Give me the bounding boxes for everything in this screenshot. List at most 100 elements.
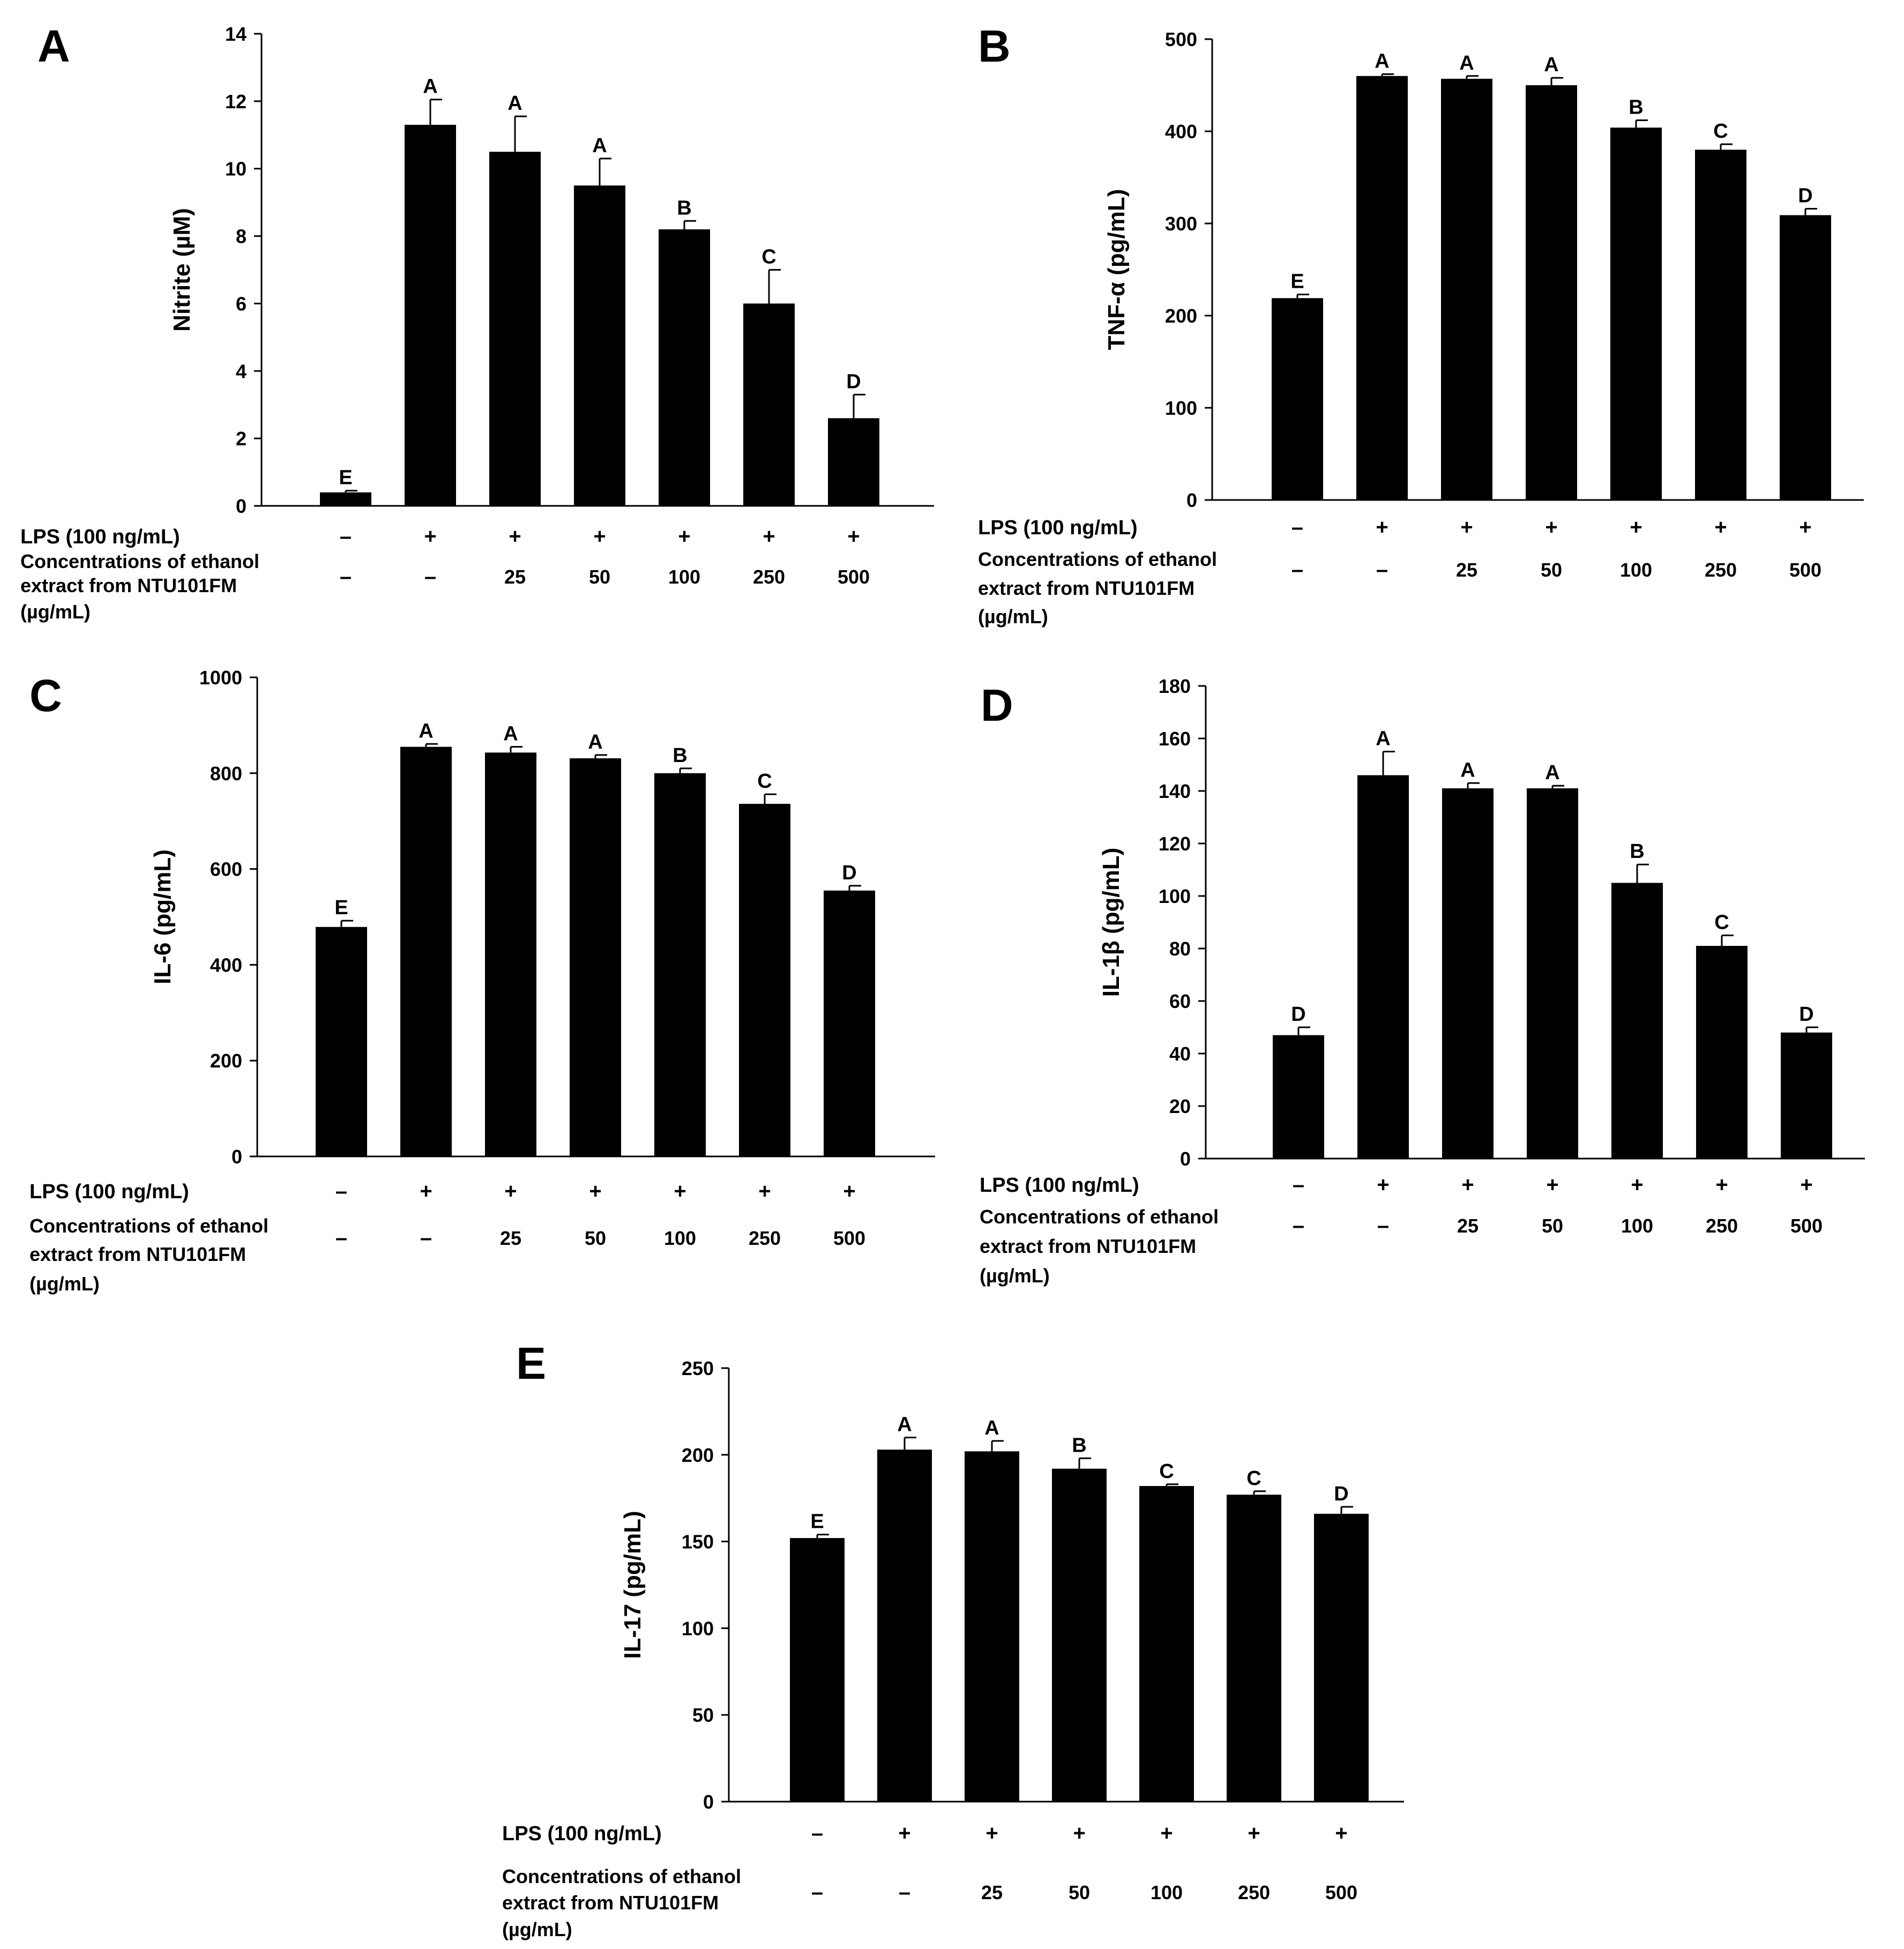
significance-label: D bbox=[1291, 1003, 1305, 1026]
concentration-row-label: Concentrations of ethanol bbox=[502, 1865, 741, 1887]
y-tick-label: 0 bbox=[232, 1146, 242, 1168]
concentration-value: 50 bbox=[1542, 1215, 1563, 1237]
lps-value: + bbox=[1546, 1173, 1558, 1197]
concentration-value: 500 bbox=[1790, 1215, 1823, 1237]
significance-label: A bbox=[423, 76, 437, 98]
concentration-row-label: extract from NTU101FM bbox=[29, 1243, 246, 1265]
concentration-value: – bbox=[424, 565, 436, 588]
concentration-row-label: extract from NTU101FM bbox=[980, 1235, 1196, 1257]
lps-value: + bbox=[1545, 516, 1557, 539]
bar bbox=[1527, 788, 1578, 1159]
concentration-row-label: (µg/mL) bbox=[978, 606, 1048, 628]
lps-row-label: LPS (100 ng/mL) bbox=[502, 1823, 662, 1845]
lps-row-label: LPS (100 ng/mL) bbox=[980, 1174, 1139, 1197]
y-tick-label: 100 bbox=[1165, 397, 1197, 419]
y-tick-label: 200 bbox=[682, 1444, 714, 1466]
lps-value: + bbox=[1160, 1821, 1173, 1845]
bar bbox=[877, 1450, 932, 1802]
bar bbox=[1611, 883, 1663, 1159]
chart-panel-b: B 0 100 200 300 400 500 TNF-α (pg/mL) E – – A + – A +25… bbox=[978, 21, 1864, 628]
y-tick-label: 2 bbox=[236, 428, 247, 450]
lps-value: + bbox=[1714, 516, 1727, 539]
bar bbox=[1696, 946, 1748, 1159]
significance-label: A bbox=[1376, 728, 1390, 750]
bar bbox=[1273, 1035, 1324, 1159]
y-tick-label: 100 bbox=[682, 1617, 714, 1639]
y-tick-label: 600 bbox=[210, 858, 242, 880]
lps-value: + bbox=[1799, 516, 1811, 539]
concentration-value: – bbox=[1291, 558, 1303, 581]
y-tick-label: 500 bbox=[1165, 28, 1197, 50]
concentration-row-label: (µg/mL) bbox=[980, 1265, 1050, 1287]
bar bbox=[659, 229, 710, 506]
lps-value: + bbox=[504, 1179, 517, 1203]
concentration-value: 25 bbox=[1456, 559, 1477, 581]
concentration-value: – bbox=[1376, 558, 1388, 581]
lps-value: – bbox=[1291, 516, 1303, 539]
concentration-value: 25 bbox=[981, 1881, 1003, 1903]
lps-value: + bbox=[1335, 1821, 1347, 1845]
significance-label: A bbox=[897, 1413, 912, 1436]
chart-panel-c: C 0 200 400 600 800 1000 IL-6 (pg/mL) E – – A + – A +25… bbox=[29, 667, 935, 1295]
significance-label: C bbox=[1714, 912, 1729, 934]
concentration-value: 100 bbox=[1620, 559, 1652, 581]
lps-value: – bbox=[811, 1821, 823, 1845]
lps-value: + bbox=[424, 525, 436, 548]
significance-label: E bbox=[339, 467, 352, 489]
concentration-row-label: Concentrations of ethanol bbox=[980, 1206, 1219, 1228]
concentration-value: 50 bbox=[589, 566, 610, 588]
y-tick-label: 800 bbox=[210, 763, 242, 785]
lps-value: + bbox=[509, 525, 521, 548]
significance-label: B bbox=[673, 744, 687, 767]
y-tick-label: 120 bbox=[1159, 833, 1191, 855]
significance-label: C bbox=[1246, 1467, 1261, 1490]
significance-label: A bbox=[588, 731, 602, 753]
y-axis-title: IL-6 (pg/mL) bbox=[150, 849, 176, 984]
lps-value: + bbox=[1377, 1173, 1389, 1197]
concentration-value: 50 bbox=[585, 1227, 606, 1249]
concentration-value: 50 bbox=[1069, 1881, 1090, 1903]
y-tick-label: 10 bbox=[225, 158, 247, 180]
concentration-value: – bbox=[335, 1226, 347, 1250]
lps-value: + bbox=[420, 1179, 432, 1203]
lps-value: + bbox=[847, 525, 860, 548]
bar bbox=[1227, 1495, 1281, 1802]
chart-panel-a: A 0 2 4 6 8 10 12 14 Nitrite (µM) E – – A + – A +25 A +50 B +… bbox=[20, 21, 934, 623]
lps-value: + bbox=[674, 1179, 686, 1203]
lps-value: + bbox=[1630, 516, 1642, 539]
lps-row-label: LPS (100 ng/mL) bbox=[20, 526, 180, 548]
y-tick-label: 300 bbox=[1165, 213, 1197, 235]
bar bbox=[400, 746, 452, 1156]
lps-value: + bbox=[843, 1179, 855, 1203]
concentration-value: – bbox=[811, 1880, 823, 1904]
y-axis-title: Nitrite (µM) bbox=[169, 208, 195, 332]
concentration-row-label: extract from NTU101FM bbox=[20, 574, 237, 596]
lps-value: + bbox=[1248, 1821, 1260, 1845]
bar bbox=[1272, 298, 1323, 500]
y-tick-label: 50 bbox=[692, 1704, 714, 1726]
y-tick-label: 14 bbox=[225, 23, 247, 45]
y-tick-label: 12 bbox=[225, 91, 247, 113]
significance-label: C bbox=[1159, 1460, 1174, 1483]
concentration-value: – bbox=[899, 1880, 910, 1904]
significance-label: E bbox=[810, 1511, 824, 1533]
y-tick-label: 60 bbox=[1169, 990, 1191, 1012]
lps-value: + bbox=[763, 525, 775, 548]
concentration-value: 500 bbox=[1325, 1881, 1357, 1903]
significance-label: A bbox=[1544, 54, 1558, 76]
concentration-value: 500 bbox=[1789, 559, 1821, 581]
concentration-value: 250 bbox=[1238, 1881, 1270, 1903]
chart-panel-d: D 0 20 40 60 80 100 120 140 160 180 IL-1β (pg/mL) D –… bbox=[980, 675, 1865, 1287]
significance-label: A bbox=[419, 720, 433, 742]
concentration-row-label: Concentrations of ethanol bbox=[29, 1215, 268, 1237]
bar bbox=[405, 124, 456, 506]
y-tick-label: 200 bbox=[210, 1050, 242, 1072]
concentration-value: – bbox=[340, 565, 352, 588]
panel-letter: A bbox=[38, 21, 70, 71]
significance-label: A bbox=[1459, 52, 1474, 74]
significance-label: A bbox=[503, 723, 518, 745]
concentration-row-label: (µg/mL) bbox=[502, 1918, 572, 1940]
significance-label: C bbox=[1713, 120, 1728, 143]
lps-value: – bbox=[1293, 1173, 1304, 1197]
bar bbox=[1526, 85, 1577, 500]
